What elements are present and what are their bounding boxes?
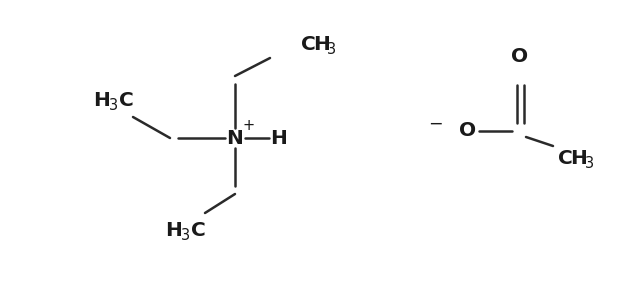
Text: O: O bbox=[511, 47, 529, 67]
Text: H: H bbox=[314, 35, 330, 53]
Text: O: O bbox=[460, 122, 477, 140]
Text: H: H bbox=[271, 128, 287, 148]
Text: H: H bbox=[571, 148, 588, 168]
Text: 3: 3 bbox=[181, 227, 191, 243]
Text: 3: 3 bbox=[328, 43, 337, 57]
Text: H: H bbox=[166, 221, 182, 239]
Text: C: C bbox=[118, 90, 133, 110]
Text: −: − bbox=[428, 115, 442, 133]
Text: 3: 3 bbox=[584, 156, 593, 172]
Text: C: C bbox=[191, 221, 205, 239]
Text: 3: 3 bbox=[109, 98, 118, 112]
Text: +: + bbox=[243, 118, 255, 134]
Text: C: C bbox=[557, 148, 572, 168]
Text: C: C bbox=[301, 35, 316, 53]
Text: N: N bbox=[227, 128, 243, 148]
Text: H: H bbox=[93, 90, 111, 110]
